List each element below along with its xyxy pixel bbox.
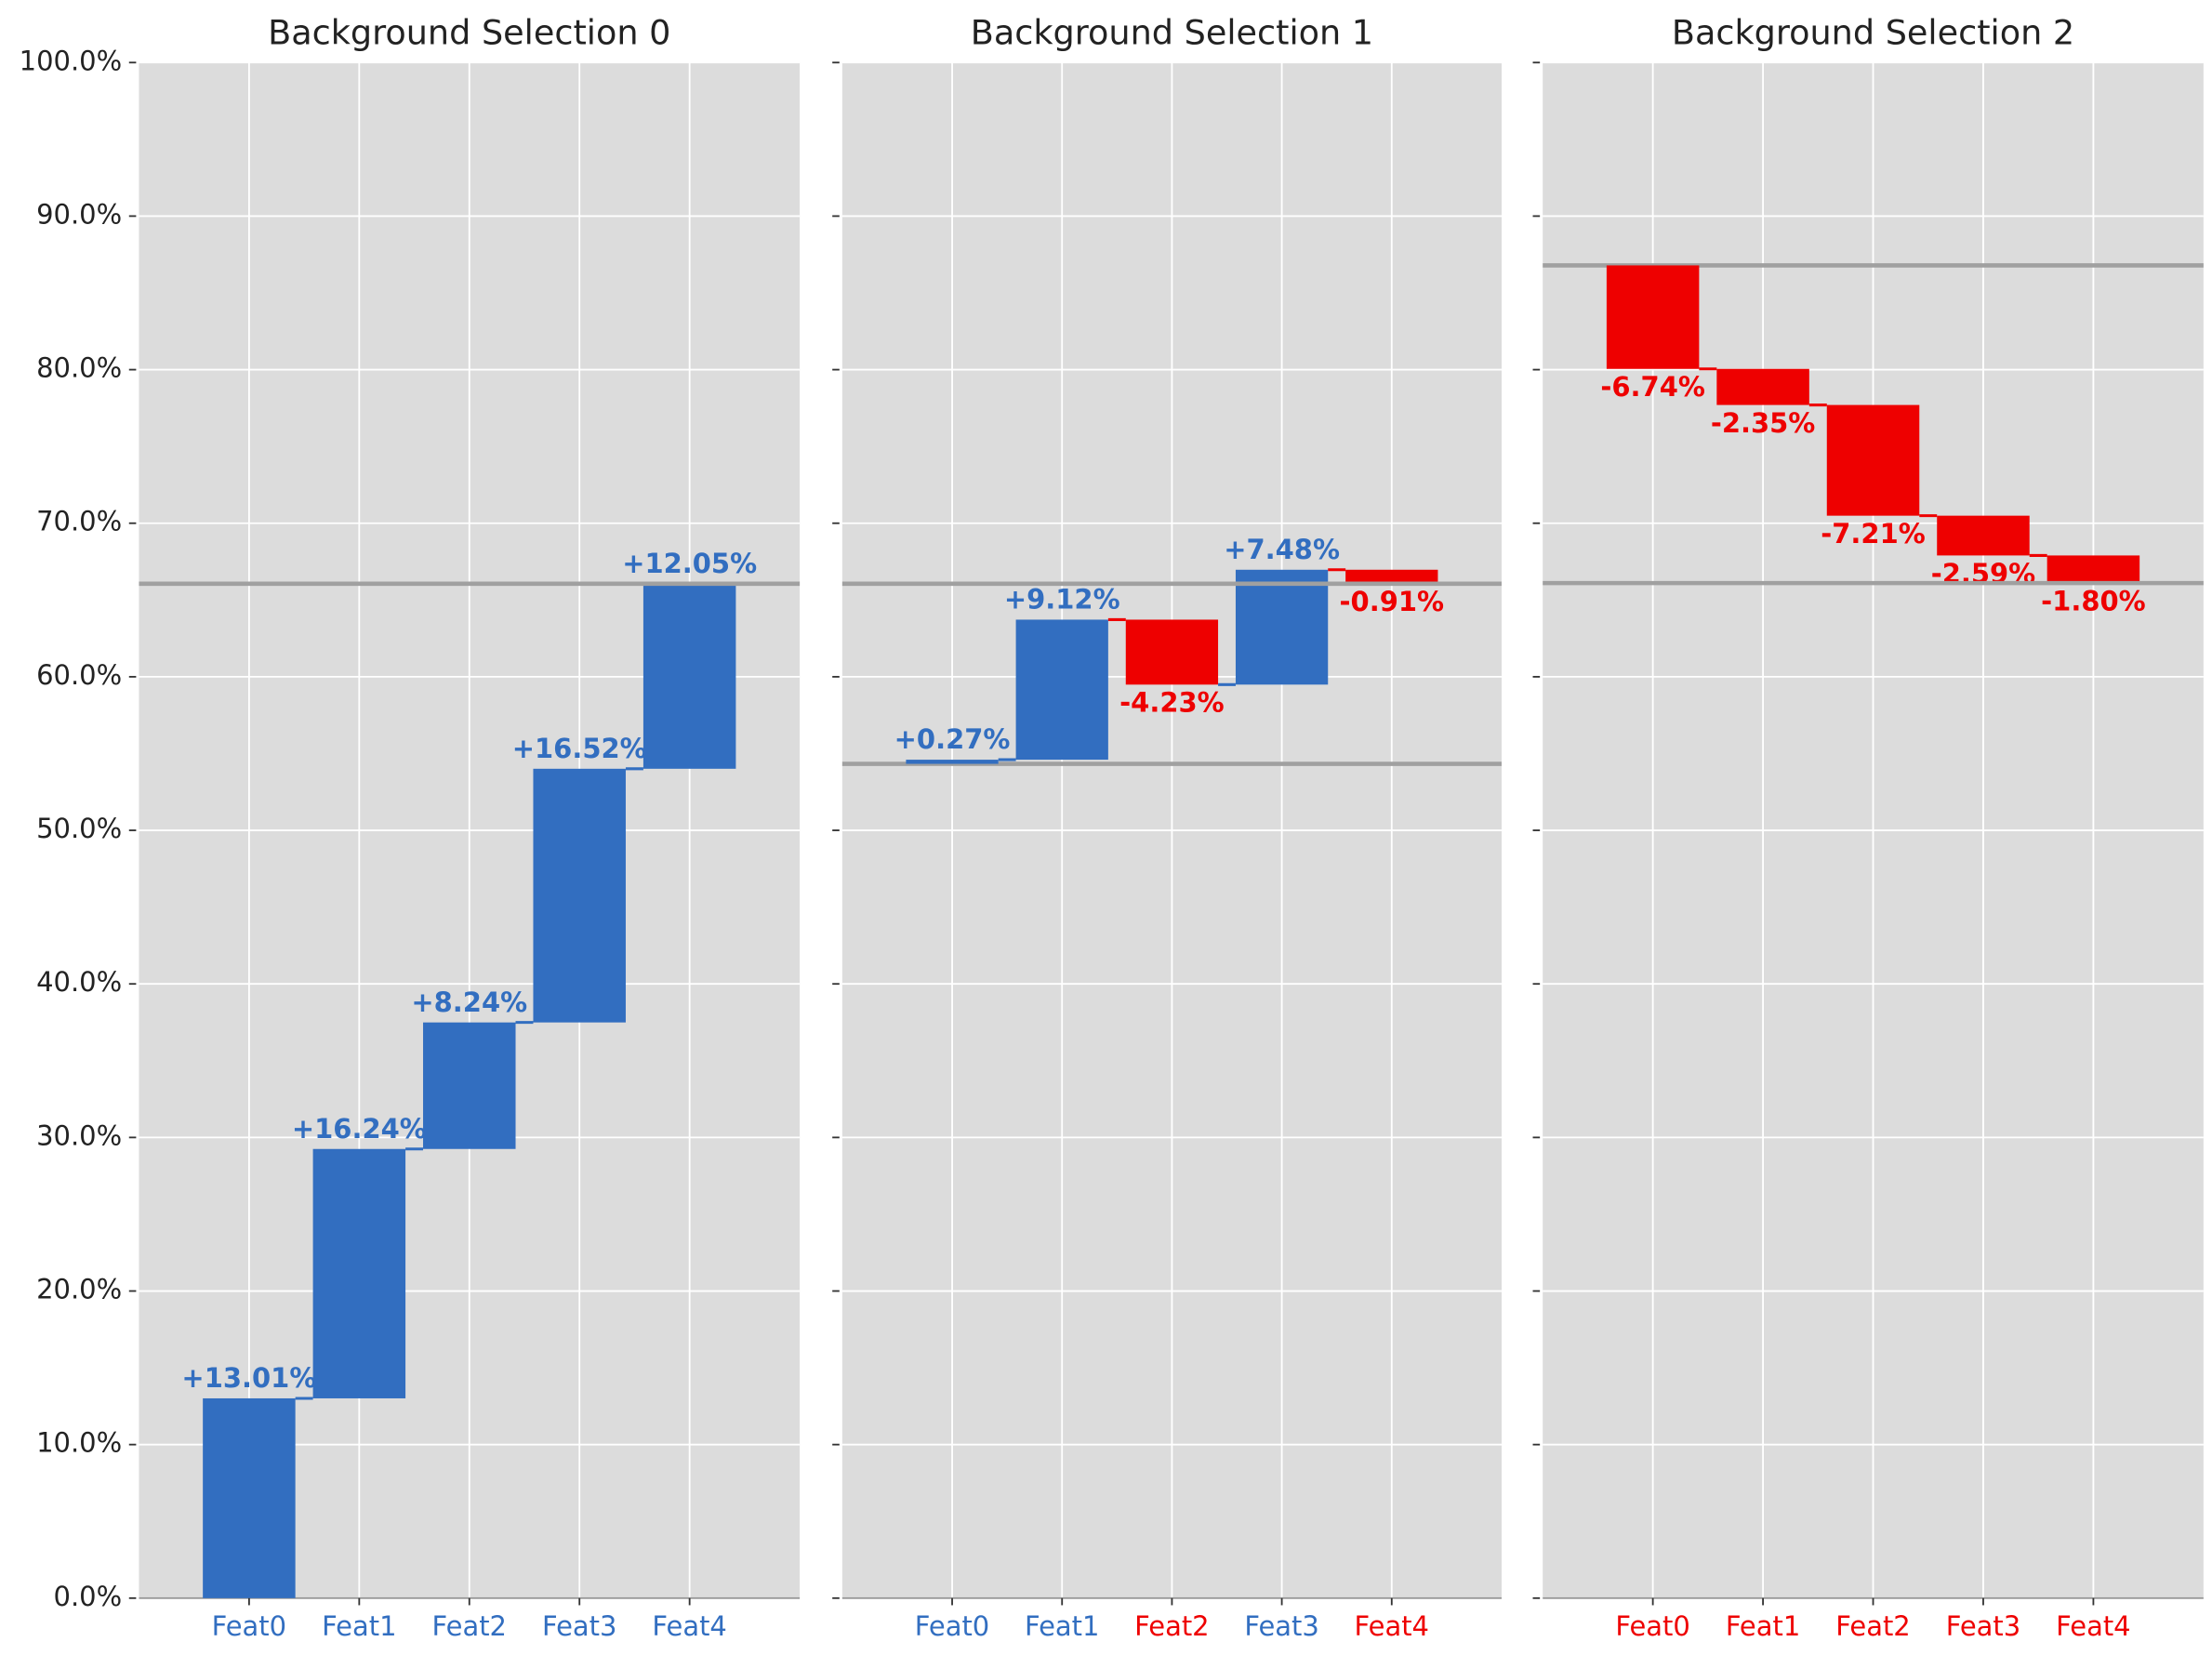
y-tick-label: 40.0%	[36, 966, 122, 998]
value-label: +16.24%	[292, 1113, 427, 1145]
value-label: -7.21%	[1821, 518, 1926, 549]
bar	[1606, 265, 1700, 369]
value-label: -2.35%	[1711, 407, 1816, 439]
bar	[1826, 404, 1920, 516]
bar	[906, 760, 999, 764]
x-tick-label: Feat4	[1355, 1610, 1429, 1642]
value-label: -1.80%	[2041, 585, 2146, 616]
x-tick-label: Feat4	[652, 1610, 726, 1642]
value-label: +0.27%	[894, 723, 1011, 755]
panel-title: Background Selection 0	[268, 12, 670, 52]
y-tick-label: 0.0%	[54, 1581, 123, 1612]
value-label: -0.91%	[1340, 586, 1445, 617]
bar	[1937, 515, 2030, 556]
y-tick-label: 50.0%	[36, 813, 122, 844]
x-tick-label: Feat4	[2056, 1610, 2130, 1642]
y-tick-label: 10.0%	[36, 1427, 122, 1459]
bar	[312, 1148, 406, 1398]
value-label: +13.01%	[181, 1362, 316, 1394]
y-tick-label: 80.0%	[36, 352, 122, 384]
value-label: +16.52%	[512, 733, 647, 764]
bar	[1235, 569, 1329, 685]
bar	[1345, 569, 1438, 584]
panel-title: Background Selection 1	[971, 12, 1373, 52]
x-tick-label: Feat3	[1946, 1610, 2020, 1642]
bar	[203, 1397, 296, 1598]
x-tick-label: Feat2	[432, 1610, 507, 1642]
x-tick-label: Feat1	[1025, 1610, 1099, 1642]
y-tick-label: 70.0%	[36, 506, 122, 537]
panel-title: Background Selection 2	[1672, 12, 2074, 52]
bar	[2046, 555, 2140, 584]
x-tick-label: Feat0	[212, 1610, 286, 1642]
y-tick-label: 100.0%	[20, 45, 122, 76]
y-tick-label: 30.0%	[36, 1119, 122, 1151]
value-label: +12.05%	[622, 548, 757, 579]
x-tick-label: Feat3	[542, 1610, 616, 1642]
y-tick-label: 60.0%	[36, 659, 122, 691]
x-tick-label: Feat2	[1134, 1610, 1209, 1642]
x-tick-label: Feat1	[322, 1610, 396, 1642]
x-tick-label: Feat3	[1244, 1610, 1318, 1642]
value-label: +8.24%	[411, 986, 527, 1018]
y-tick-label: 90.0%	[36, 198, 122, 230]
bar	[642, 583, 736, 769]
value-label: +7.48%	[1224, 534, 1340, 565]
bar	[1125, 619, 1219, 685]
x-tick-label: Feat0	[1615, 1610, 1689, 1642]
value-label: -6.74%	[1600, 371, 1705, 403]
x-tick-label: Feat1	[1726, 1610, 1800, 1642]
value-label: +9.12%	[1004, 584, 1120, 616]
value-label: -4.23%	[1119, 687, 1225, 719]
y-tick-label: 20.0%	[36, 1274, 122, 1305]
bar	[533, 768, 626, 1023]
bar	[423, 1022, 516, 1149]
bar	[1716, 368, 1809, 405]
bar	[1015, 619, 1108, 761]
x-tick-label: Feat2	[1835, 1610, 1910, 1642]
x-tick-label: Feat0	[915, 1610, 989, 1642]
